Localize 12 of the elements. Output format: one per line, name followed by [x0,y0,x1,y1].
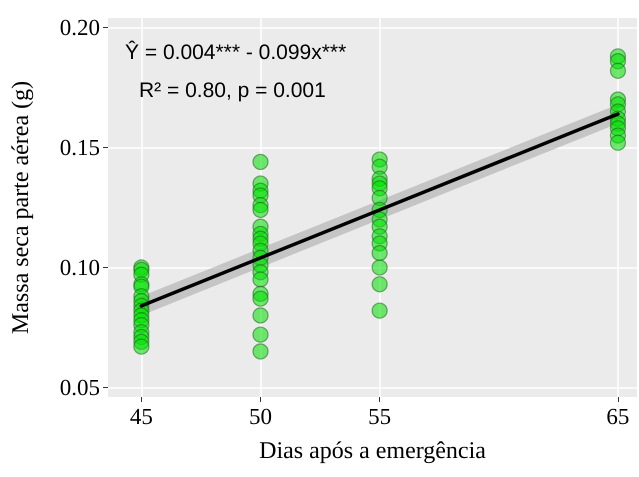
annotation: R² = 0.80, p = 0.001 [139,79,326,102]
y-tick-label: 0.20 [60,15,100,40]
y-tick-label: 0.10 [60,254,100,280]
y-tick-label: 0.05 [60,374,100,400]
x-tick-label: 45 [130,404,153,429]
y-axis-title: Massa seca parte aérea (g) [8,80,34,334]
x-tick-label: 65 [606,404,630,429]
annotation: Ŷ = 0.004*** - 0.099x*** [125,40,346,64]
y-tick-label: 0.15 [60,135,100,160]
x-axis-title: Dias após a emergência [259,438,486,464]
x-tick-label: 55 [368,404,392,429]
x-tick-label: 50 [249,404,272,429]
